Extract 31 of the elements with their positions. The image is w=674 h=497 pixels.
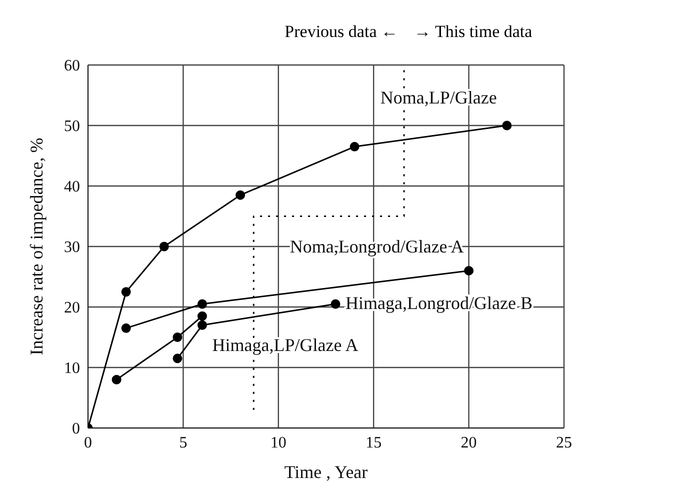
point [236, 190, 246, 200]
y-tick-label: 30 [64, 239, 80, 256]
point [159, 242, 169, 252]
y-tick-label: 10 [64, 360, 80, 378]
point [172, 354, 182, 364]
point [197, 320, 207, 330]
x-tick-label: 20 [460, 434, 477, 452]
point [112, 374, 122, 384]
x-axis-title: Time , Year [284, 462, 368, 482]
y-tick-label: 20 [64, 300, 80, 317]
y-tick-label: 40 [64, 178, 80, 196]
y-axis-title: Increase rate of impedance, % [26, 138, 46, 356]
text: Previous data ← [284, 22, 398, 42]
point [502, 120, 512, 130]
point [330, 299, 340, 309]
x-tick-label: 5 [179, 434, 188, 452]
point [464, 266, 474, 276]
point [350, 142, 360, 152]
x-tick-label: 0 [84, 434, 92, 452]
point [197, 311, 207, 321]
x-tick-label: 10 [270, 434, 286, 452]
y-tick-label: 60 [64, 58, 80, 75]
y-tick-label: 0 [72, 420, 80, 438]
y-tick-label: 50 [64, 118, 80, 136]
point [121, 323, 131, 333]
point [121, 287, 131, 297]
point [172, 332, 182, 342]
text: → This time data [414, 22, 532, 42]
point [197, 299, 207, 309]
x-tick-label: 25 [556, 434, 572, 452]
x-tick-label: 15 [366, 434, 382, 452]
